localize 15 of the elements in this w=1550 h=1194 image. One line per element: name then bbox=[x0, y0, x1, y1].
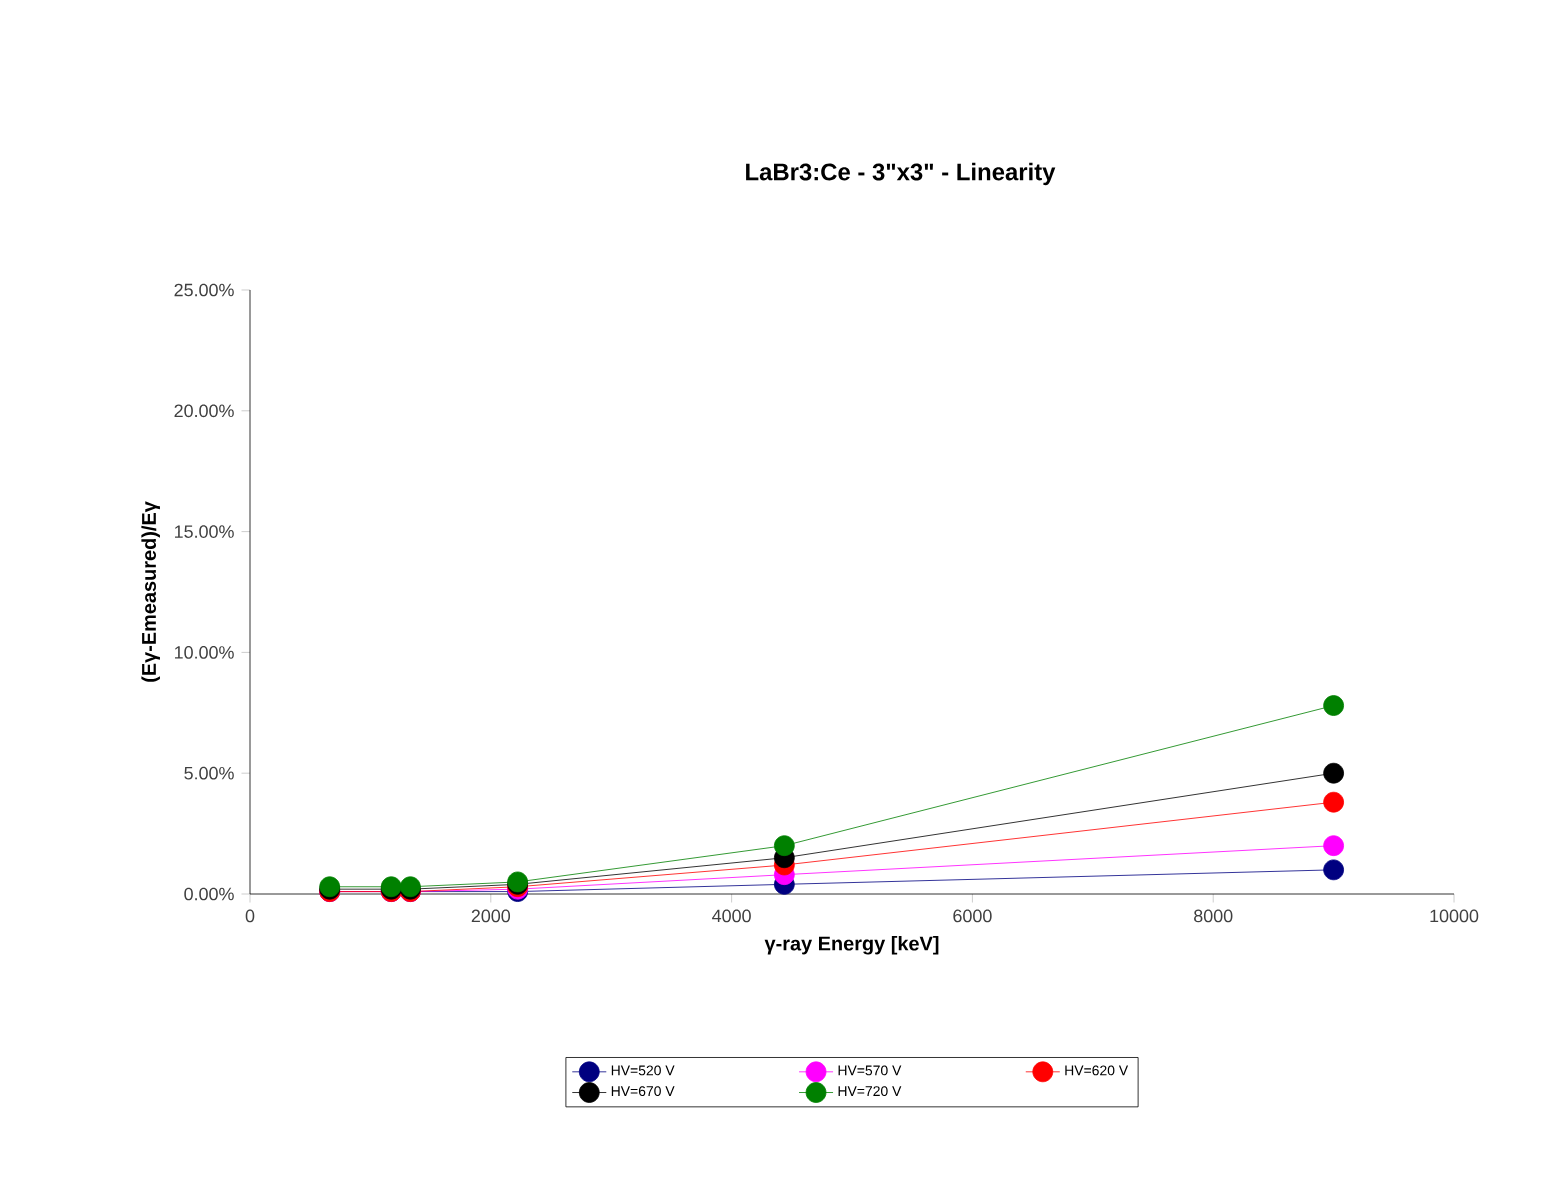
x-tick-label: 8000 bbox=[1194, 909, 1233, 923]
y-tick-label: 20.00% bbox=[174, 404, 234, 418]
chart-title: LaBr3:Ce - 3"x3" - Linearity bbox=[746, 162, 1056, 186]
x-tick-label: 10000 bbox=[1430, 909, 1479, 923]
x-tick-label: 0 bbox=[245, 909, 255, 923]
y-tick-label: 0.00% bbox=[184, 887, 234, 901]
x-tick-label: 6000 bbox=[953, 909, 992, 923]
x-tick-label: 2000 bbox=[471, 909, 511, 923]
x-tick-label: 4000 bbox=[712, 909, 751, 923]
x-axis-title: γ-ray Energy [keV] bbox=[764, 935, 939, 955]
y-tick-label: 25.00% bbox=[174, 283, 234, 297]
y-tick-label: 15.00% bbox=[175, 525, 234, 538]
y-axis-title: (Eγ-Emeasured)/Eγ bbox=[141, 501, 160, 682]
y-tick-label: 10.00% bbox=[175, 646, 234, 659]
y-tick-label: 5.00% bbox=[184, 766, 234, 780]
